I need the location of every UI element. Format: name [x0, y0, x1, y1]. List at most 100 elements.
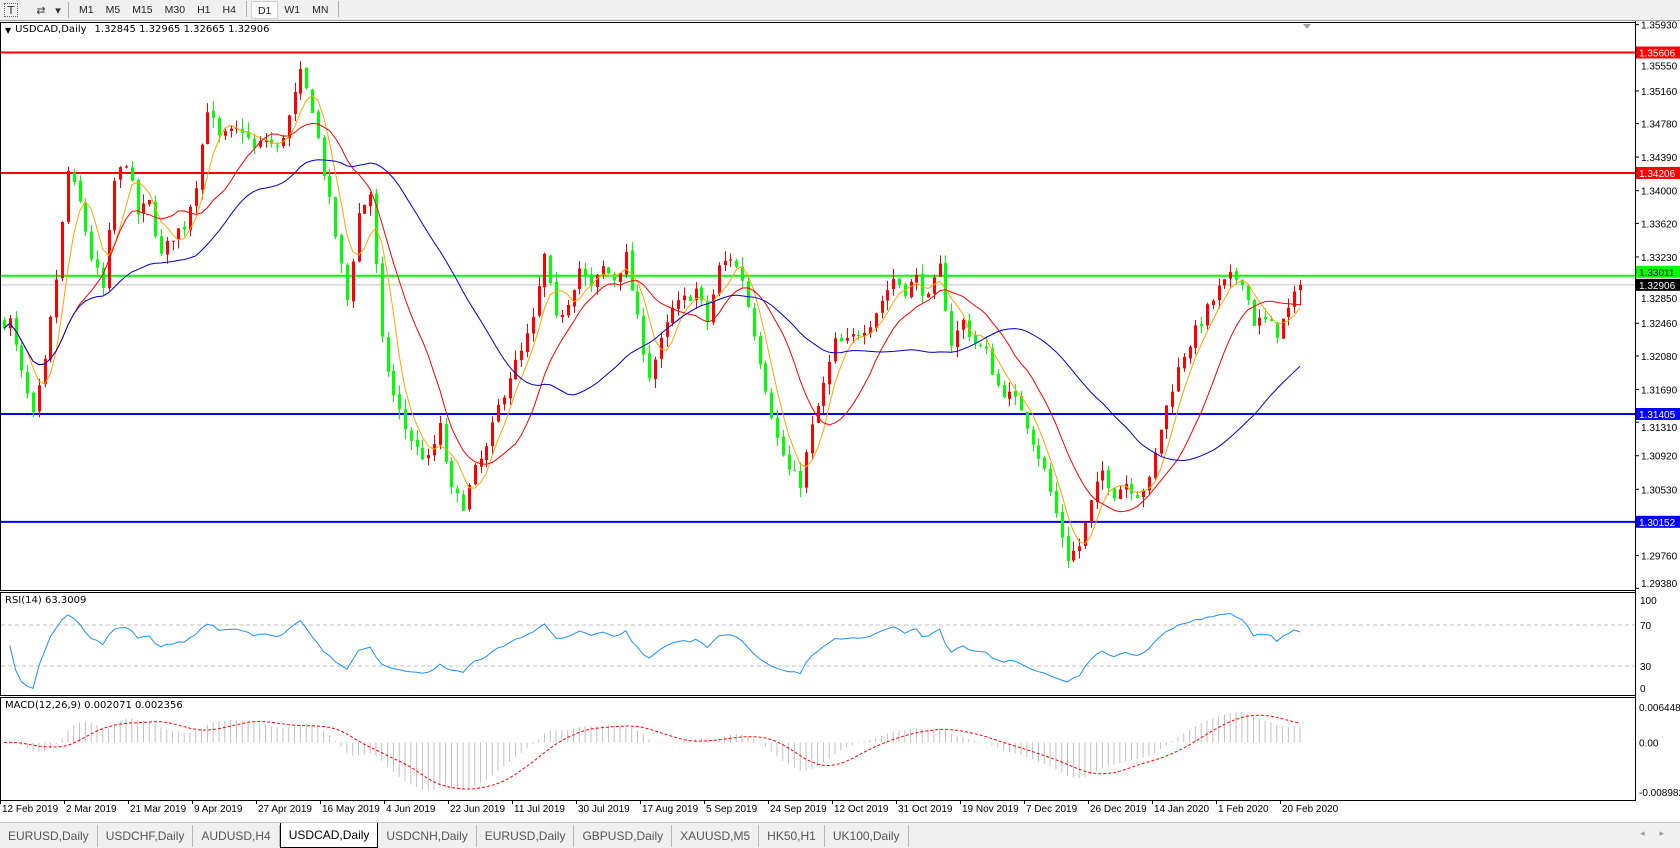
rsi-panel: 100 70 30 0 [1, 596, 1657, 695]
candle-body [939, 263, 942, 277]
price-tick-label: 1.30530 [1641, 485, 1678, 496]
candle [939, 255, 942, 277]
candle [212, 100, 215, 128]
candle-body [724, 260, 727, 266]
timeframe-mn[interactable]: MN [312, 4, 329, 16]
timeframe-d1[interactable]: D1 [250, 1, 279, 19]
candle-body [20, 345, 23, 371]
price-tick-label: 1.31690 [1641, 385, 1678, 396]
candle-body [1212, 300, 1215, 306]
candle-body [334, 197, 337, 237]
candle-body [979, 344, 982, 346]
candle [1049, 462, 1052, 497]
candle [485, 442, 488, 468]
ma-medium-line [3, 122, 1301, 513]
candle-body [67, 170, 70, 222]
tab-audusd-h4[interactable]: AUDUSD,H4 [193, 825, 280, 847]
candle-body [363, 204, 366, 214]
candle-body [1061, 511, 1064, 538]
candle [561, 310, 564, 323]
tab-xauusd-m5[interactable]: XAUUSD,M5 [672, 825, 760, 847]
candle-body [549, 255, 552, 283]
timeframe-h1[interactable]: H1 [197, 4, 211, 16]
candle-body [96, 259, 99, 268]
candle-body [485, 446, 488, 461]
candle [660, 332, 663, 368]
candle-body [514, 359, 517, 380]
candle [288, 114, 291, 147]
tab-hk50-h1[interactable]: HK50,H1 [759, 825, 825, 847]
candle-body [1189, 346, 1192, 359]
candle [892, 268, 895, 296]
price-tick-label: 1.29760 [1641, 552, 1678, 563]
candle-body [1183, 356, 1186, 369]
candle-body [1165, 405, 1168, 430]
date-tick-mark [640, 801, 641, 804]
timeframe-m30[interactable]: M30 [164, 4, 186, 16]
candle-body [230, 128, 233, 132]
candle [294, 82, 297, 121]
candle-body [166, 240, 169, 255]
candle-body [1241, 279, 1244, 286]
candle-body [822, 382, 825, 406]
candle-body [1107, 469, 1110, 489]
candle-body [276, 145, 279, 147]
timeframe-m15[interactable]: M15 [132, 4, 153, 16]
candle [462, 490, 465, 512]
tab-uk100-daily[interactable]: UK100,Daily [825, 825, 909, 847]
candle-body [921, 273, 924, 296]
candle [799, 462, 802, 498]
date-tick-mark [64, 801, 65, 804]
candle-body [497, 404, 500, 422]
candle [735, 258, 738, 268]
candle-body [759, 336, 762, 365]
timeframe-m1[interactable]: M1 [79, 4, 94, 16]
candle-body [654, 359, 657, 379]
timeframe-m5[interactable]: M5 [105, 4, 121, 16]
dropdown-arrow-icon[interactable]: ▾ [55, 3, 61, 17]
candle-body [898, 278, 901, 286]
collapse-icon[interactable]: ▼ [5, 26, 12, 35]
candle [166, 237, 169, 264]
ohlc-label: 1.32845 1.32965 1.32665 1.32906 [94, 24, 270, 35]
candle-body [265, 139, 268, 143]
timeframe-h4[interactable]: H4 [222, 4, 236, 16]
date-tick: 31 Oct 2019 [898, 804, 953, 815]
candle-body [503, 397, 506, 405]
candle-body [811, 424, 814, 454]
candle [567, 299, 570, 318]
chart-shift-icon[interactable] [1303, 24, 1311, 29]
candle-body [741, 266, 744, 281]
tab-gbpusd-daily[interactable]: GBPUSD,Daily [574, 825, 673, 847]
date-tick-mark [576, 801, 577, 804]
tab-scroll-arrows[interactable]: ◂ ▸ [1640, 829, 1670, 839]
candle-body [910, 281, 913, 298]
date-tick-mark [192, 801, 193, 804]
candle [189, 204, 192, 237]
text-tool-icon[interactable]: T [4, 3, 18, 17]
tab-usdchf-daily[interactable]: USDCHF,Daily [98, 825, 194, 847]
candles [3, 61, 1302, 569]
price-tick-label: 1.32850 [1641, 294, 1678, 305]
candle [1160, 429, 1163, 456]
price-tag-background [1636, 515, 1680, 528]
candle-body [38, 385, 41, 412]
tab-eurusd-daily[interactable]: EURUSD,Daily [477, 825, 575, 847]
candle-body [509, 378, 512, 399]
chart-tools-icon[interactable]: ⇄ [36, 3, 46, 17]
candle [817, 402, 820, 424]
tab-usdcnh-daily[interactable]: USDCNH,Daily [378, 825, 477, 847]
candle [811, 416, 814, 461]
candle [962, 318, 965, 339]
tab-eurusd-daily[interactable]: EURUSD,Daily [0, 825, 98, 847]
candle [852, 328, 855, 343]
timeframe-w1[interactable]: W1 [284, 4, 301, 16]
candle-body [526, 333, 529, 353]
candle [538, 277, 541, 318]
chart-window[interactable]: 1.35930 1.35550 1.35160 1.34780 1.34390 1.340… [0, 21, 1680, 801]
tab-usdcad-daily[interactable]: USDCAD,Daily [279, 823, 379, 848]
candle-body [201, 144, 204, 190]
candle-body [90, 231, 93, 260]
price-tag-background [1636, 46, 1680, 59]
candle-body [299, 69, 302, 94]
